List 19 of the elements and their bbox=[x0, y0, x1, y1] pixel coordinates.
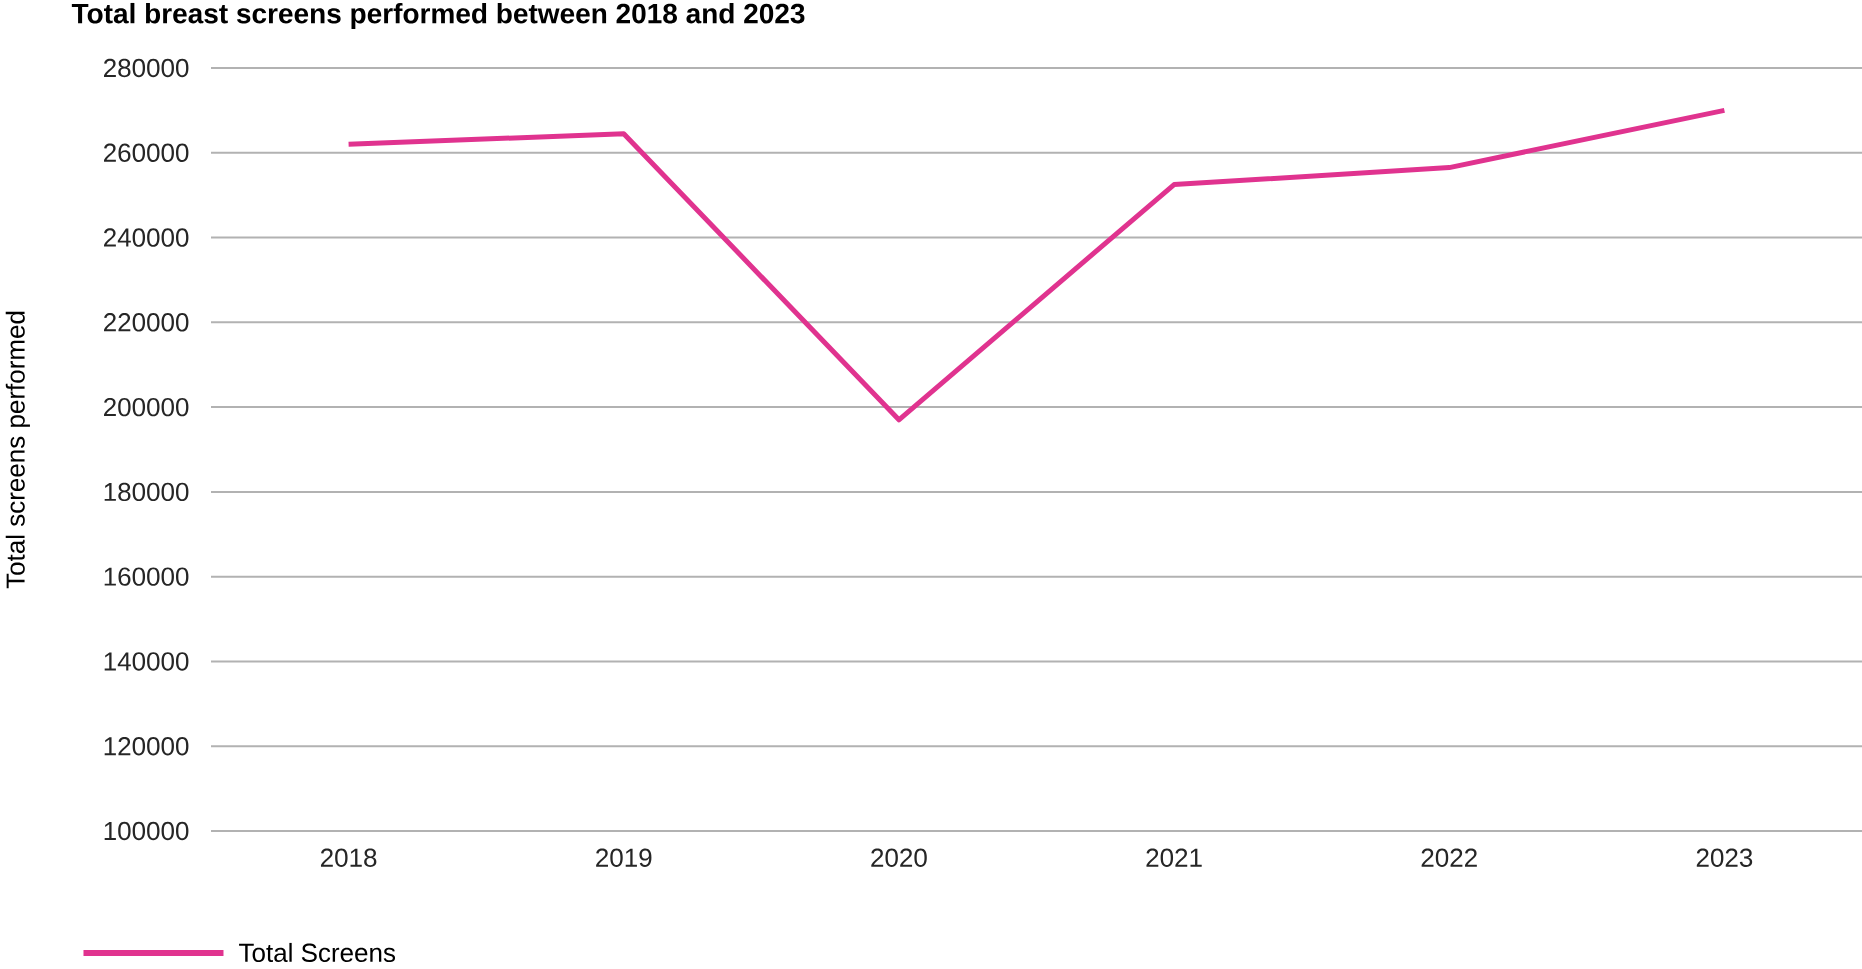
y-tick-label: 120000 bbox=[104, 737, 189, 756]
y-tick-label: 100000 bbox=[104, 821, 189, 841]
x-tick-label: 2020 bbox=[871, 848, 927, 867]
y-tick-label: 280000 bbox=[104, 58, 189, 78]
y-tick-label: 240000 bbox=[104, 228, 189, 247]
x-tick-label: 2021 bbox=[1146, 848, 1202, 867]
y-tick-label: 160000 bbox=[104, 567, 189, 586]
text: Total Screens bbox=[239, 942, 396, 963]
x-tick-label: 2018 bbox=[320, 848, 377, 867]
y-tick-label: 260000 bbox=[104, 143, 189, 162]
chart-title: Total breast screens performed between 2018 and 2023 bbox=[71, 2, 805, 30]
x-tick-label: 2022 bbox=[1421, 848, 1477, 867]
x-tick-label: 2023 bbox=[1696, 848, 1753, 867]
y-tick-label: 220000 bbox=[104, 313, 189, 332]
y-tick-label: 180000 bbox=[104, 482, 189, 502]
y-tick-label: 200000 bbox=[104, 397, 189, 417]
x-tick-label: 2019 bbox=[596, 848, 652, 867]
y-tick-label: 140000 bbox=[104, 652, 189, 671]
y-axis-title: Total screens performed bbox=[5, 311, 30, 589]
